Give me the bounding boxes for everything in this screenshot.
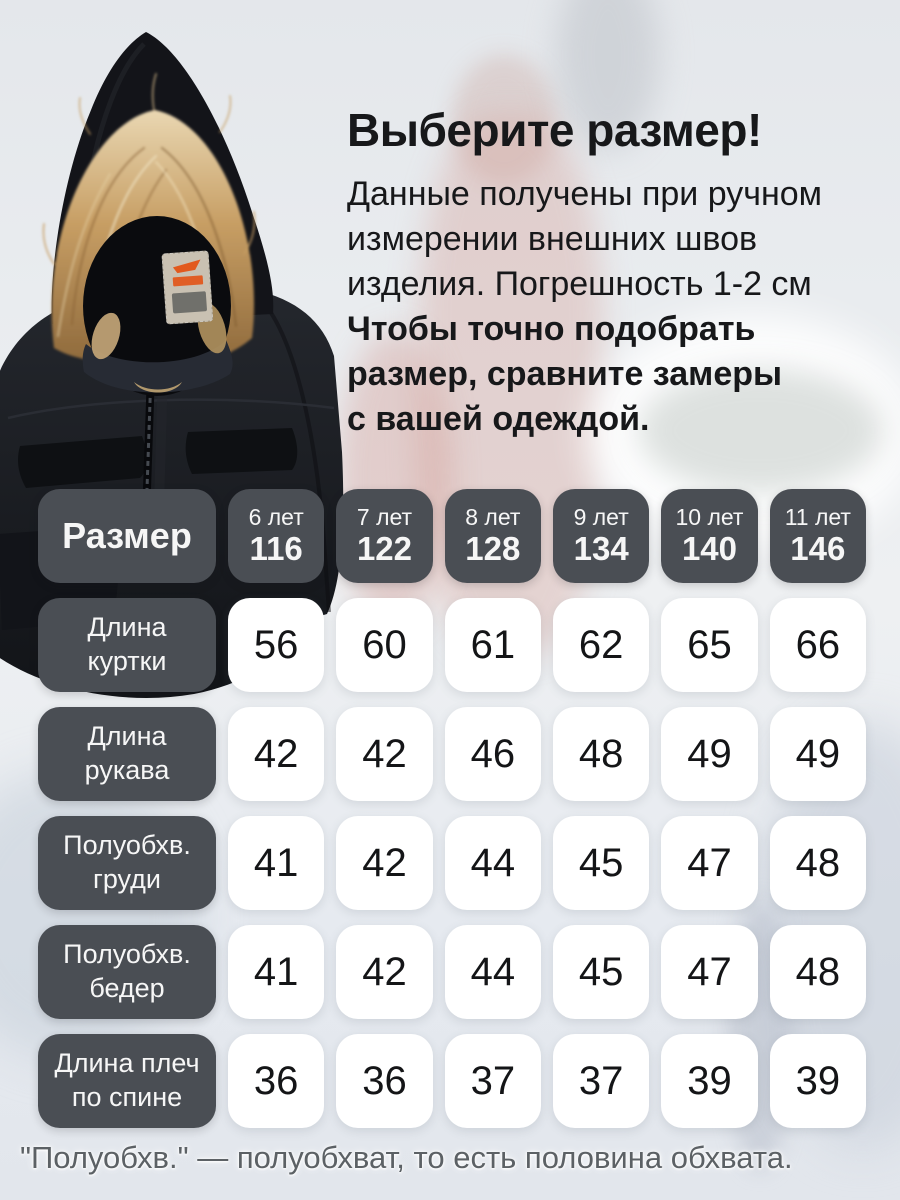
table-corner-label: Размер bbox=[38, 489, 216, 583]
size-value-cell: 37 bbox=[553, 1034, 650, 1128]
size-col-header-128: 8 лет 128 bbox=[444, 489, 541, 583]
intro-text-block: Выберите размер! Данные получены при руч… bbox=[347, 104, 892, 442]
size-col-header-116: 6 лет 116 bbox=[228, 489, 325, 583]
measurement-note-line: изделия. Погрешность 1-2 см bbox=[347, 265, 812, 303]
size-value-cell: 48 bbox=[769, 925, 866, 1019]
size-value-cell: 36 bbox=[336, 1034, 433, 1128]
size-value-cell: 48 bbox=[769, 816, 866, 910]
chest-pocket-flap-left bbox=[18, 436, 147, 488]
brand-label bbox=[161, 250, 214, 325]
size-value-cell: 42 bbox=[336, 925, 433, 1019]
fit-advice-line: с вашей одеждой. bbox=[347, 400, 650, 438]
size-value-cell: 42 bbox=[336, 816, 433, 910]
size-col-header-140: 10 лет 140 bbox=[661, 489, 758, 583]
size-value-cell: 41 bbox=[228, 925, 325, 1019]
size-value-cell: 66 bbox=[769, 598, 866, 692]
size-col-header-134: 9 лет 134 bbox=[553, 489, 650, 583]
size-value-cell: 42 bbox=[336, 707, 433, 801]
size-value-cell: 60 bbox=[336, 598, 433, 692]
size-value-cell: 45 bbox=[553, 925, 650, 1019]
size-table: Размер 6 лет 116 7 лет 122 8 лет 128 9 л… bbox=[38, 489, 866, 1128]
size-value-cell: 45 bbox=[553, 816, 650, 910]
size-value-cell: 65 bbox=[661, 598, 758, 692]
row-label-jacket-length: Длина куртки bbox=[38, 598, 216, 692]
size-value-cell: 49 bbox=[661, 707, 758, 801]
row-label-half-chest: Полуобхв. груди bbox=[38, 816, 216, 910]
row-label-sleeve-length: Длина рукава bbox=[38, 707, 216, 801]
size-value-cell: 47 bbox=[661, 816, 758, 910]
footnote-half-girth-definition: "Полуобхв." — полуобхват, то есть полови… bbox=[20, 1140, 793, 1175]
chest-pocket-flap-right bbox=[185, 428, 298, 474]
fit-advice: Чтобы точно подобрать размер, сравните з… bbox=[347, 307, 892, 442]
size-value-cell: 44 bbox=[444, 925, 541, 1019]
size-value-cell: 36 bbox=[228, 1034, 325, 1128]
measurement-note-line: Данные получены при ручном bbox=[347, 175, 823, 213]
fit-advice-line: Чтобы точно подобрать bbox=[347, 310, 756, 348]
size-value-cell: 41 bbox=[228, 816, 325, 910]
row-label-shoulder-width: Длина плеч по спине bbox=[38, 1034, 216, 1128]
size-value-cell: 46 bbox=[444, 707, 541, 801]
size-value-cell: 44 bbox=[444, 816, 541, 910]
size-value-cell: 62 bbox=[553, 598, 650, 692]
row-label-half-hips: Полуобхв. бедер bbox=[38, 925, 216, 1019]
page-title: Выберите размер! bbox=[347, 104, 762, 156]
measurement-note: Данные получены при ручном измерении вне… bbox=[347, 172, 892, 307]
size-value-cell: 61 bbox=[444, 598, 541, 692]
size-value-cell: 48 bbox=[553, 707, 650, 801]
brand-logo-icon bbox=[172, 259, 201, 274]
size-value-cell: 39 bbox=[769, 1034, 866, 1128]
size-value-cell: 39 bbox=[661, 1034, 758, 1128]
collar bbox=[82, 340, 233, 393]
size-value-cell: 37 bbox=[444, 1034, 541, 1128]
size-value-cell: 42 bbox=[228, 707, 325, 801]
size-col-header-122: 7 лет 122 bbox=[336, 489, 433, 583]
fleece-lining-left bbox=[91, 312, 121, 360]
size-col-header-146: 11 лет 146 bbox=[769, 489, 866, 583]
size-value-cell: 49 bbox=[769, 707, 866, 801]
measurement-note-line: измерении внешних швов bbox=[347, 220, 758, 258]
fit-advice-line: размер, сравните замеры bbox=[347, 355, 783, 393]
size-value-cell: 56 bbox=[228, 598, 325, 692]
size-value-cell: 47 bbox=[661, 925, 758, 1019]
